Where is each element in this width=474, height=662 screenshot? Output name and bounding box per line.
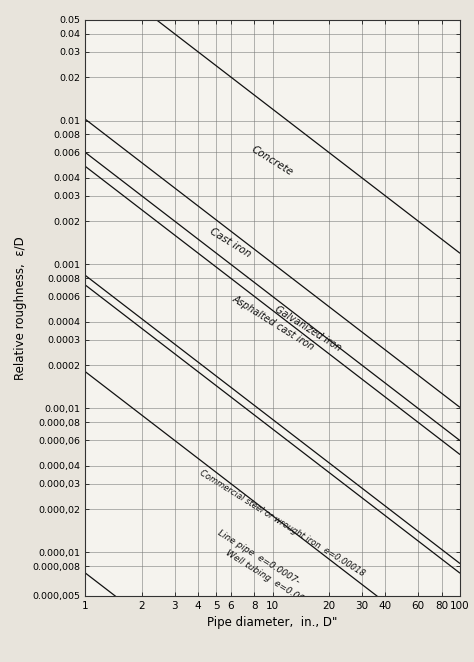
- Y-axis label: Relative roughness,  ε/D: Relative roughness, ε/D: [14, 236, 27, 380]
- Text: Drawn tubing  e=0.000006: Drawn tubing e=0.000006: [180, 659, 289, 662]
- Text: Galvanized iron: Galvanized iron: [273, 305, 343, 354]
- Text: Asphalted cast iron: Asphalted cast iron: [231, 293, 317, 352]
- Text: Line pipe  e=0.0007-: Line pipe e=0.0007-: [216, 528, 301, 587]
- Text: Well tubing  e=0.0006-: Well tubing e=0.0006-: [224, 548, 318, 611]
- Text: Concrete: Concrete: [249, 144, 294, 177]
- Text: Cast iron: Cast iron: [208, 226, 252, 260]
- X-axis label: Pipe diameter,  in., D": Pipe diameter, in., D": [207, 616, 338, 629]
- Text: Commercial steel or wrought iron  e=0.00018: Commercial steel or wrought iron e=0.000…: [198, 468, 366, 578]
